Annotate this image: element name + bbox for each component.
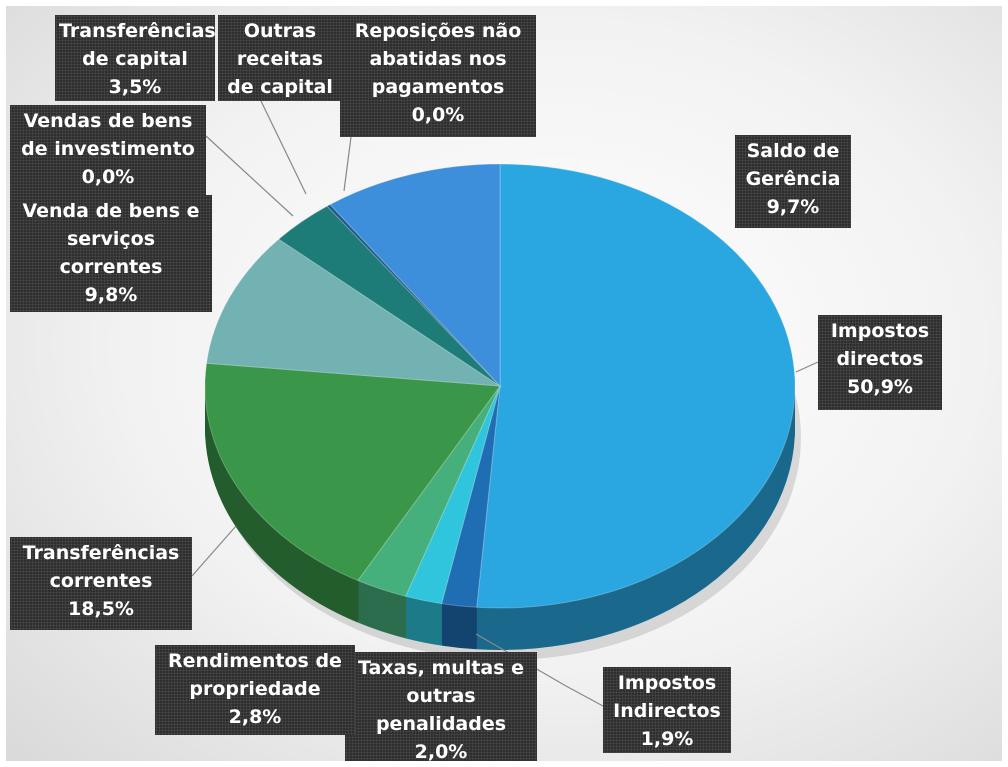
- value-label: 18,5%: [68, 598, 134, 620]
- category-label: Transferências correntes: [22, 542, 180, 592]
- value-label: 9,8%: [84, 284, 138, 306]
- data-label: Vendas de bens de investimento 0,0%: [10, 105, 206, 195]
- pie-slice: [204, 362, 501, 582]
- value-label: 0,0%: [81, 166, 135, 188]
- value-label: 2,8%: [228, 706, 282, 728]
- data-label: Transferências de capital 3,5%: [55, 15, 215, 101]
- data-label: Saldo de Gerência 9,7%: [735, 135, 851, 228]
- data-label: Transferências correntes 18,5%: [10, 537, 192, 630]
- pie-slice: [440, 385, 501, 608]
- data-label: Rendimentos de propriedade 2,8%: [155, 645, 355, 735]
- pie-slice: [329, 163, 501, 388]
- leader-line: [191, 525, 237, 577]
- data-label: Taxas, multas e outras penalidades 2,0%: [345, 652, 537, 761]
- pie-slice: [476, 163, 796, 609]
- category-label: Rendimentos de propriedade: [168, 650, 342, 700]
- pie-slice: [357, 385, 501, 597]
- leader-line: [260, 100, 307, 195]
- category-label: Outras receitas de capital: [227, 20, 333, 98]
- value-label: 9,7%: [766, 196, 820, 218]
- leader-line: [343, 136, 352, 192]
- leader-line: [475, 633, 604, 707]
- category-label: Impostos directos: [830, 320, 930, 370]
- value-label: 50,9%: [847, 376, 913, 398]
- value-label: 0,0%: [411, 104, 465, 126]
- data-label: Outras receitas de capital0,2%: [218, 15, 342, 101]
- value-label: 3,5%: [108, 76, 162, 98]
- leader-line: [205, 135, 294, 217]
- leader-line: [795, 361, 819, 373]
- chart: [191, 100, 819, 707]
- category-label: Reposições não abatidas nos pagamentos: [354, 20, 522, 98]
- pie-slice: [404, 385, 501, 605]
- category-label: Saldo de Gerência: [745, 140, 841, 190]
- category-label: Vendas de bens de investimento: [21, 110, 195, 160]
- category-label: Impostos Indirectos: [613, 672, 721, 722]
- category-label: Transferências de capital: [59, 20, 215, 70]
- pie-slice: [326, 203, 501, 387]
- value-label: 1,9%: [640, 728, 694, 750]
- chart-area: Impostos directos 50,9% Impostos Indirecto…: [6, 6, 1002, 761]
- pie-slice: [205, 238, 502, 387]
- category-label: Taxas, multas e outras penalidades: [357, 657, 525, 735]
- data-label: Impostos Indirectos 1,9%: [603, 667, 731, 753]
- category-label: Venda de bens e serviços correntes: [22, 200, 200, 278]
- value-label: 2,0%: [414, 741, 468, 761]
- data-label: Venda de bens e serviços correntes 9,8%: [10, 195, 212, 312]
- pie-slice: [277, 205, 501, 387]
- data-label: Impostos directos 50,9%: [818, 315, 942, 410]
- data-label: Reposições não abatidas nos pagamentos 0,…: [340, 15, 536, 137]
